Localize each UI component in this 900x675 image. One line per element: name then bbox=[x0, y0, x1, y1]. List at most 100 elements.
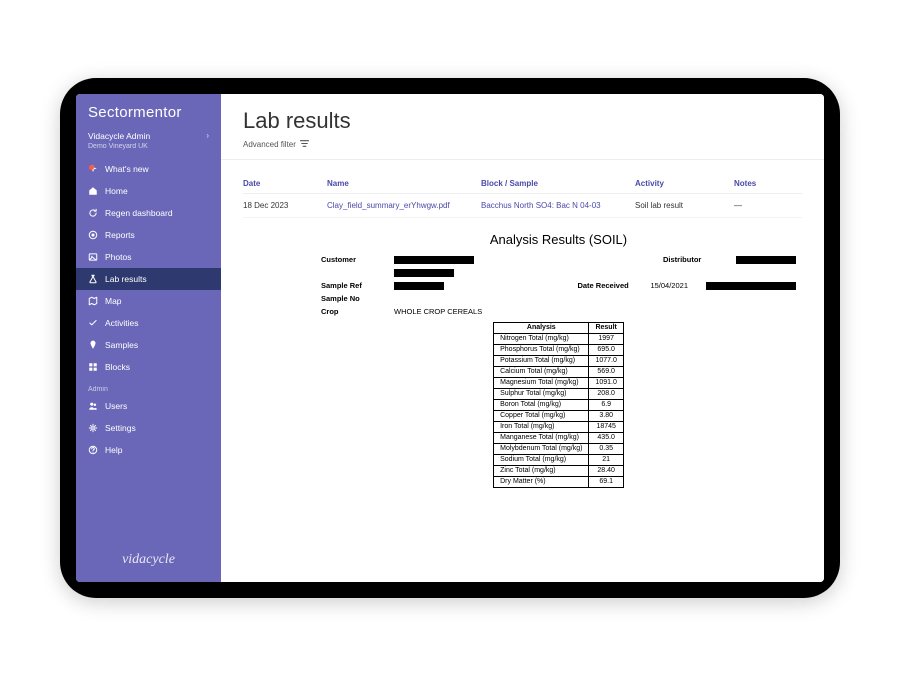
analysis-row: Calcium Total (mg/kg)569.0 bbox=[494, 366, 624, 377]
main-content: Lab results Advanced filter Date Name Bl… bbox=[221, 94, 824, 582]
cell-filename[interactable]: Clay_field_summary_erYhwgw.pdf bbox=[327, 201, 477, 210]
nav-label: Map bbox=[105, 296, 122, 306]
analysis-result: 1091.0 bbox=[589, 377, 623, 388]
sidebar-admin-item-users[interactable]: Users bbox=[76, 395, 221, 417]
nav-label: Users bbox=[105, 401, 127, 411]
sidebar-admin-item-help[interactable]: Help bbox=[76, 439, 221, 461]
redacted-customer bbox=[394, 256, 474, 264]
analysis-row: Manganese Total (mg/kg)435.0 bbox=[494, 432, 624, 443]
map-icon bbox=[88, 296, 98, 306]
admin-section-label: Admin bbox=[76, 378, 221, 395]
advanced-filter-toggle[interactable]: Advanced filter bbox=[221, 140, 824, 160]
nav-label: Home bbox=[105, 186, 128, 196]
analysis-name: Copper Total (mg/kg) bbox=[494, 410, 589, 421]
analysis-row: Nitrogen Total (mg/kg)1997 bbox=[494, 333, 624, 344]
analysis-row: Potassium Total (mg/kg)1077.0 bbox=[494, 355, 624, 366]
sidebar-item-photos[interactable]: Photos bbox=[76, 246, 221, 268]
date-received-value: 15/04/2021 bbox=[650, 281, 688, 290]
analysis-row: Sodium Total (mg/kg)21 bbox=[494, 454, 624, 465]
results-table: Date Name Block / Sample Activity Notes … bbox=[221, 160, 824, 218]
th-analysis: Analysis bbox=[494, 322, 589, 333]
analysis-name: Nitrogen Total (mg/kg) bbox=[494, 333, 589, 344]
analysis-result: 6.9 bbox=[589, 399, 623, 410]
analysis-row: Sulphur Total (mg/kg)208.0 bbox=[494, 388, 624, 399]
image-icon bbox=[88, 252, 98, 262]
sidebar-item-samples[interactable]: Samples bbox=[76, 334, 221, 356]
th-result: Result bbox=[589, 322, 623, 333]
sidebar-admin-item-settings[interactable]: Settings bbox=[76, 417, 221, 439]
nav-label: Help bbox=[105, 445, 122, 455]
nav-label: Reports bbox=[105, 230, 135, 240]
help-icon bbox=[88, 445, 98, 455]
analysis-row: Phosphorus Total (mg/kg)695.0 bbox=[494, 344, 624, 355]
redacted-customer2 bbox=[394, 269, 454, 277]
analysis-table: Analysis Result Nitrogen Total (mg/kg)19… bbox=[493, 322, 624, 488]
distributor-label: Distributor bbox=[663, 255, 718, 264]
analysis-result: 21 bbox=[589, 454, 623, 465]
redacted-sampleref bbox=[394, 282, 444, 290]
analysis-name: Molybdenum Total (mg/kg) bbox=[494, 443, 589, 454]
sidebar-item-reports[interactable]: Reports bbox=[76, 224, 221, 246]
report-title: Analysis Results (SOIL) bbox=[321, 232, 796, 247]
check-icon bbox=[88, 318, 98, 328]
cell-activity: Soil lab result bbox=[635, 201, 730, 210]
analysis-result: 1997 bbox=[589, 333, 623, 344]
redacted-date-extra bbox=[706, 282, 796, 290]
sidebar-item-lab-results[interactable]: Lab results bbox=[76, 268, 221, 290]
analysis-result: 208.0 bbox=[589, 388, 623, 399]
analysis-name: Manganese Total (mg/kg) bbox=[494, 432, 589, 443]
nav-label: Samples bbox=[105, 340, 138, 350]
filter-icon bbox=[300, 140, 309, 149]
footer-logo: vidacycle bbox=[76, 540, 221, 582]
analysis-name: Sulphur Total (mg/kg) bbox=[494, 388, 589, 399]
advanced-filter-label: Advanced filter bbox=[243, 140, 296, 149]
account-switcher[interactable]: Vidacycle Admin › bbox=[76, 127, 221, 143]
analysis-name: Dry Matter (%) bbox=[494, 476, 589, 487]
analysis-name: Magnesium Total (mg/kg) bbox=[494, 377, 589, 388]
tablet-frame: Sectormentor Vidacycle Admin › Demo Vine… bbox=[60, 78, 840, 598]
col-activity[interactable]: Activity bbox=[635, 179, 730, 188]
nav-label: Lab results bbox=[105, 274, 147, 284]
pin-icon bbox=[88, 340, 98, 350]
analysis-row: Molybdenum Total (mg/kg)0.35 bbox=[494, 443, 624, 454]
sidebar: Sectormentor Vidacycle Admin › Demo Vine… bbox=[76, 94, 221, 582]
analysis-row: Iron Total (mg/kg)18745 bbox=[494, 421, 624, 432]
cell-block[interactable]: Bacchus North SO4: Bac N 04-03 bbox=[481, 201, 631, 210]
col-name[interactable]: Name bbox=[327, 179, 477, 188]
sidebar-item-activities[interactable]: Activities bbox=[76, 312, 221, 334]
analysis-name: Potassium Total (mg/kg) bbox=[494, 355, 589, 366]
brand-logo: Sectormentor bbox=[76, 94, 221, 127]
sample-no-label: Sample No bbox=[321, 294, 376, 303]
analysis-name: Zinc Total (mg/kg) bbox=[494, 465, 589, 476]
analysis-row: Copper Total (mg/kg)3.80 bbox=[494, 410, 624, 421]
notification-dot bbox=[89, 165, 94, 170]
nav-label: Regen dashboard bbox=[105, 208, 173, 218]
sparkle-icon bbox=[88, 164, 98, 174]
sidebar-item-what-s-new[interactable]: What's new bbox=[76, 158, 221, 180]
nav-label: Blocks bbox=[105, 362, 130, 372]
flask-icon bbox=[88, 274, 98, 284]
refresh-icon bbox=[88, 208, 98, 218]
col-block[interactable]: Block / Sample bbox=[481, 179, 631, 188]
sidebar-item-map[interactable]: Map bbox=[76, 290, 221, 312]
users-icon bbox=[88, 401, 98, 411]
report-preview: Analysis Results (SOIL) Customer Distrib… bbox=[321, 232, 796, 488]
analysis-result: 695.0 bbox=[589, 344, 623, 355]
col-notes[interactable]: Notes bbox=[734, 179, 774, 188]
blocks-icon bbox=[88, 362, 98, 372]
sidebar-item-regen-dashboard[interactable]: Regen dashboard bbox=[76, 202, 221, 224]
analysis-row: Zinc Total (mg/kg)28.40 bbox=[494, 465, 624, 476]
redacted-distributor bbox=[736, 256, 796, 264]
sidebar-item-blocks[interactable]: Blocks bbox=[76, 356, 221, 378]
customer-label: Customer bbox=[321, 255, 376, 264]
cell-date: 18 Dec 2023 bbox=[243, 201, 323, 210]
analysis-result: 569.0 bbox=[589, 366, 623, 377]
analysis-result: 28.40 bbox=[589, 465, 623, 476]
analysis-name: Iron Total (mg/kg) bbox=[494, 421, 589, 432]
sidebar-item-home[interactable]: Home bbox=[76, 180, 221, 202]
analysis-name: Boron Total (mg/kg) bbox=[494, 399, 589, 410]
account-org: Demo Vineyard UK bbox=[76, 143, 221, 158]
col-date[interactable]: Date bbox=[243, 179, 323, 188]
table-row[interactable]: 18 Dec 2023 Clay_field_summary_erYhwgw.p… bbox=[243, 194, 802, 218]
nav-label: Photos bbox=[105, 252, 131, 262]
